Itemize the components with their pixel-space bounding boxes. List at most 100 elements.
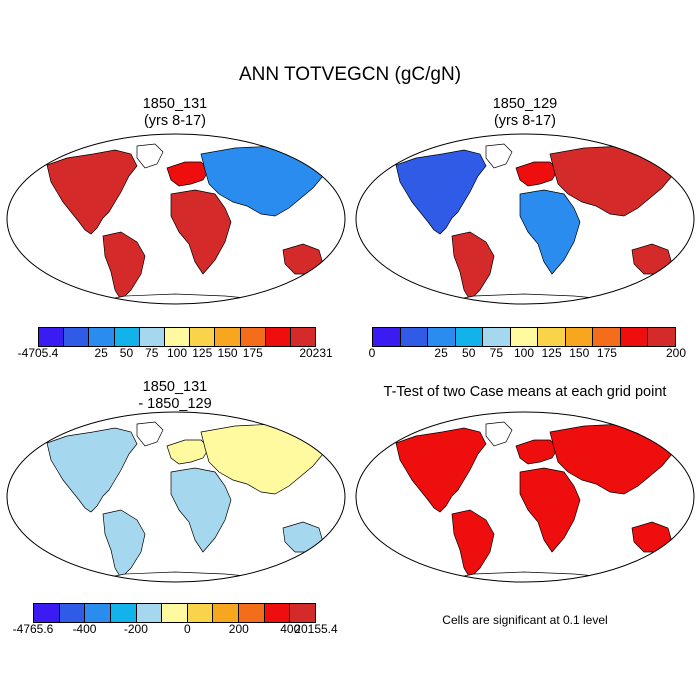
colorbar-label: -4705.4: [17, 346, 59, 360]
colorbar-label: 150: [569, 346, 590, 360]
panel-case2-title: 1850_129 (yrs 8-17): [350, 96, 700, 130]
panel-ttest-map: [355, 411, 695, 583]
colorbar-label: 20155.4: [294, 622, 338, 636]
continent-greenland: [485, 421, 513, 447]
map-border: [6, 411, 346, 583]
colorbar-label: 125: [192, 346, 213, 360]
continent-north-america: [46, 149, 138, 235]
colorbar-label: 0: [184, 622, 191, 636]
panel-case1-colorbar: [38, 327, 316, 347]
colorbar-label: 20231: [299, 346, 333, 360]
colorbar-label: 75: [489, 346, 504, 360]
colorbar-swatch: [190, 328, 216, 346]
colorbar-swatch: [593, 328, 621, 346]
colorbar-swatch: [162, 604, 188, 622]
continent-south-america: [451, 509, 495, 579]
panel-case1-map: [6, 133, 346, 305]
colorbar-swatch: [164, 328, 191, 346]
continent-europe: [515, 439, 559, 465]
continent-europe: [166, 161, 210, 187]
world-map-robinson-icon: [395, 143, 673, 304]
colorbar-swatch: [428, 328, 456, 346]
continent-south-america: [451, 231, 495, 301]
colorbar-swatch: [136, 604, 163, 622]
continent-south-america: [102, 509, 146, 579]
panel-ttest-note: Cells are significant at 0.1 level: [442, 613, 608, 627]
colorbar-swatch: [89, 328, 115, 346]
colorbar-swatch: [400, 328, 429, 346]
continent-greenland: [136, 421, 164, 447]
world-map-robinson-icon: [395, 421, 673, 582]
colorbar-swatch: [213, 604, 240, 622]
colorbar-swatch: [239, 604, 265, 622]
panel-case1-title: 1850_131 (yrs 8-17): [0, 96, 350, 130]
panel-ttest-title: T-Test of two Case means at each grid po…: [383, 384, 667, 400]
map-border: [355, 133, 695, 305]
colorbar-label: 125: [541, 346, 562, 360]
panel-case2-colorbar: [372, 327, 676, 347]
panel-case1-title-line1: 1850_131: [142, 96, 208, 112]
colorbar-swatch: [215, 328, 241, 346]
figure-title: ANN TOTVEGCN (gC/gN): [238, 64, 462, 85]
panel-difference-title-line1: 1850_131: [142, 379, 208, 395]
panel-case2-title-line1: 1850_129: [492, 96, 558, 112]
colorbar-swatch: [114, 328, 140, 346]
continent-greenland: [485, 143, 513, 169]
colorbar-swatch: [110, 604, 137, 622]
panel-difference-map: [6, 411, 346, 583]
colorbar-swatch: [290, 328, 316, 346]
continent-greenland: [136, 143, 164, 169]
continent-north-america: [395, 149, 487, 235]
colorbar-label: 100: [166, 346, 188, 360]
colorbar-label: 400: [280, 622, 301, 636]
colorbar-label: 100: [513, 346, 535, 360]
colorbar-swatch: [139, 328, 165, 346]
colorbar-swatch: [455, 328, 484, 346]
continent-africa: [519, 189, 581, 275]
colorbar-swatch: [510, 328, 539, 346]
colorbar-label: -4765.6: [12, 622, 54, 636]
panel-case1-title-line2: (yrs 8-17): [143, 113, 207, 129]
continent-africa: [170, 467, 232, 553]
colorbar-swatch: [39, 328, 65, 346]
colorbar-swatch: [264, 604, 291, 622]
colorbar-label: 0: [368, 346, 376, 360]
colorbar-swatch: [265, 328, 291, 346]
world-map-robinson-icon: [46, 143, 324, 304]
colorbar-label: 175: [596, 346, 617, 360]
colorbar-label: 25: [434, 346, 448, 360]
map-border: [6, 133, 346, 305]
colorbar-label: 175: [242, 346, 263, 360]
colorbar-swatch: [648, 328, 676, 346]
continent-north-america: [395, 427, 487, 513]
colorbar-label: 75: [145, 346, 159, 360]
colorbar-label: 200: [665, 346, 687, 360]
map-border: [355, 411, 695, 583]
continent-australia: [631, 243, 673, 275]
colorbar-swatch: [538, 328, 566, 346]
continent-south-america: [102, 231, 146, 301]
continent-australia: [282, 521, 324, 553]
colorbar-label: -200: [123, 622, 148, 636]
colorbar-label: 200: [228, 622, 249, 636]
continent-africa: [170, 189, 232, 275]
continent-north-america: [46, 427, 138, 513]
colorbar-label: 150: [217, 346, 238, 360]
colorbar-swatch: [85, 604, 111, 622]
panel-case2-map: [355, 133, 695, 305]
colorbar-swatch: [565, 328, 594, 346]
colorbar-label: 50: [119, 346, 134, 360]
colorbar-swatch: [64, 328, 90, 346]
world-map-robinson-icon: [46, 421, 324, 582]
colorbar-swatch: [59, 604, 86, 622]
continent-africa: [519, 467, 581, 553]
colorbar-swatch: [620, 328, 649, 346]
colorbar-swatch: [373, 328, 401, 346]
continent-europe: [515, 161, 559, 187]
colorbar-swatch: [34, 604, 60, 622]
continent-europe: [166, 439, 210, 465]
continent-australia: [631, 521, 673, 553]
continent-australia: [282, 243, 324, 275]
colorbar-swatch: [240, 328, 266, 346]
colorbar-swatch: [187, 604, 214, 622]
